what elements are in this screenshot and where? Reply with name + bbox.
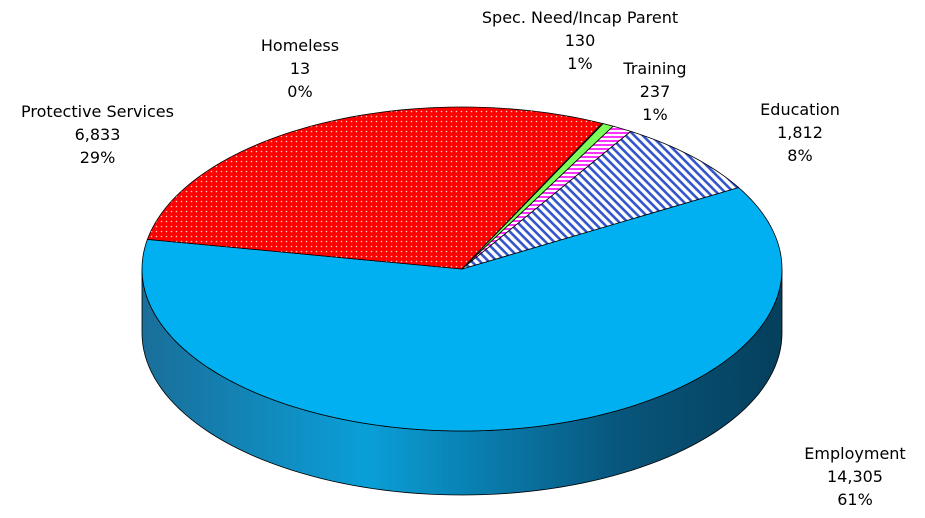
slice-label-protective-services: Protective Services 6,833 29% [0,100,195,169]
slice-employment [141,187,783,432]
slice-percent: 8% [787,146,813,165]
slice-education [461,130,740,270]
slice-value: 14,305 [827,467,883,486]
slice-percent: 0% [287,82,313,101]
slice-value: 6,833 [74,125,121,144]
slice-value: 13 [289,59,311,78]
slice-name: Protective Services [21,102,174,121]
slice-spec-need-incap-parent [461,123,614,270]
slice-name: Homeless [260,36,340,55]
slice-training [461,125,632,270]
slice-label-spec-need: Spec. Need/Incap Parent 130 1% [445,6,715,75]
slice-protective-services [146,106,603,270]
slice-percent: 1% [642,105,668,124]
slice-label-training: Training 237 1% [600,57,710,126]
slice-percent: 29% [79,148,116,167]
slice-label-education: Education 1,812 8% [740,98,860,167]
slice-value: 1,812 [777,123,823,142]
slice-value: 130 [564,31,596,50]
slice-name: Employment [804,444,906,463]
slice-name: Spec. Need/Incap Parent [481,8,679,27]
slice-percent: 1% [567,54,593,73]
pie-top-layer [141,106,783,432]
slice-value: 237 [639,82,671,101]
slice-label-employment: Employment 14,305 61% [790,442,920,511]
slice-name: Training [623,59,687,78]
slice-label-homeless: Homeless 13 0% [245,34,355,103]
slice-percent: 61% [837,490,873,509]
slice-name: Education [760,100,840,119]
